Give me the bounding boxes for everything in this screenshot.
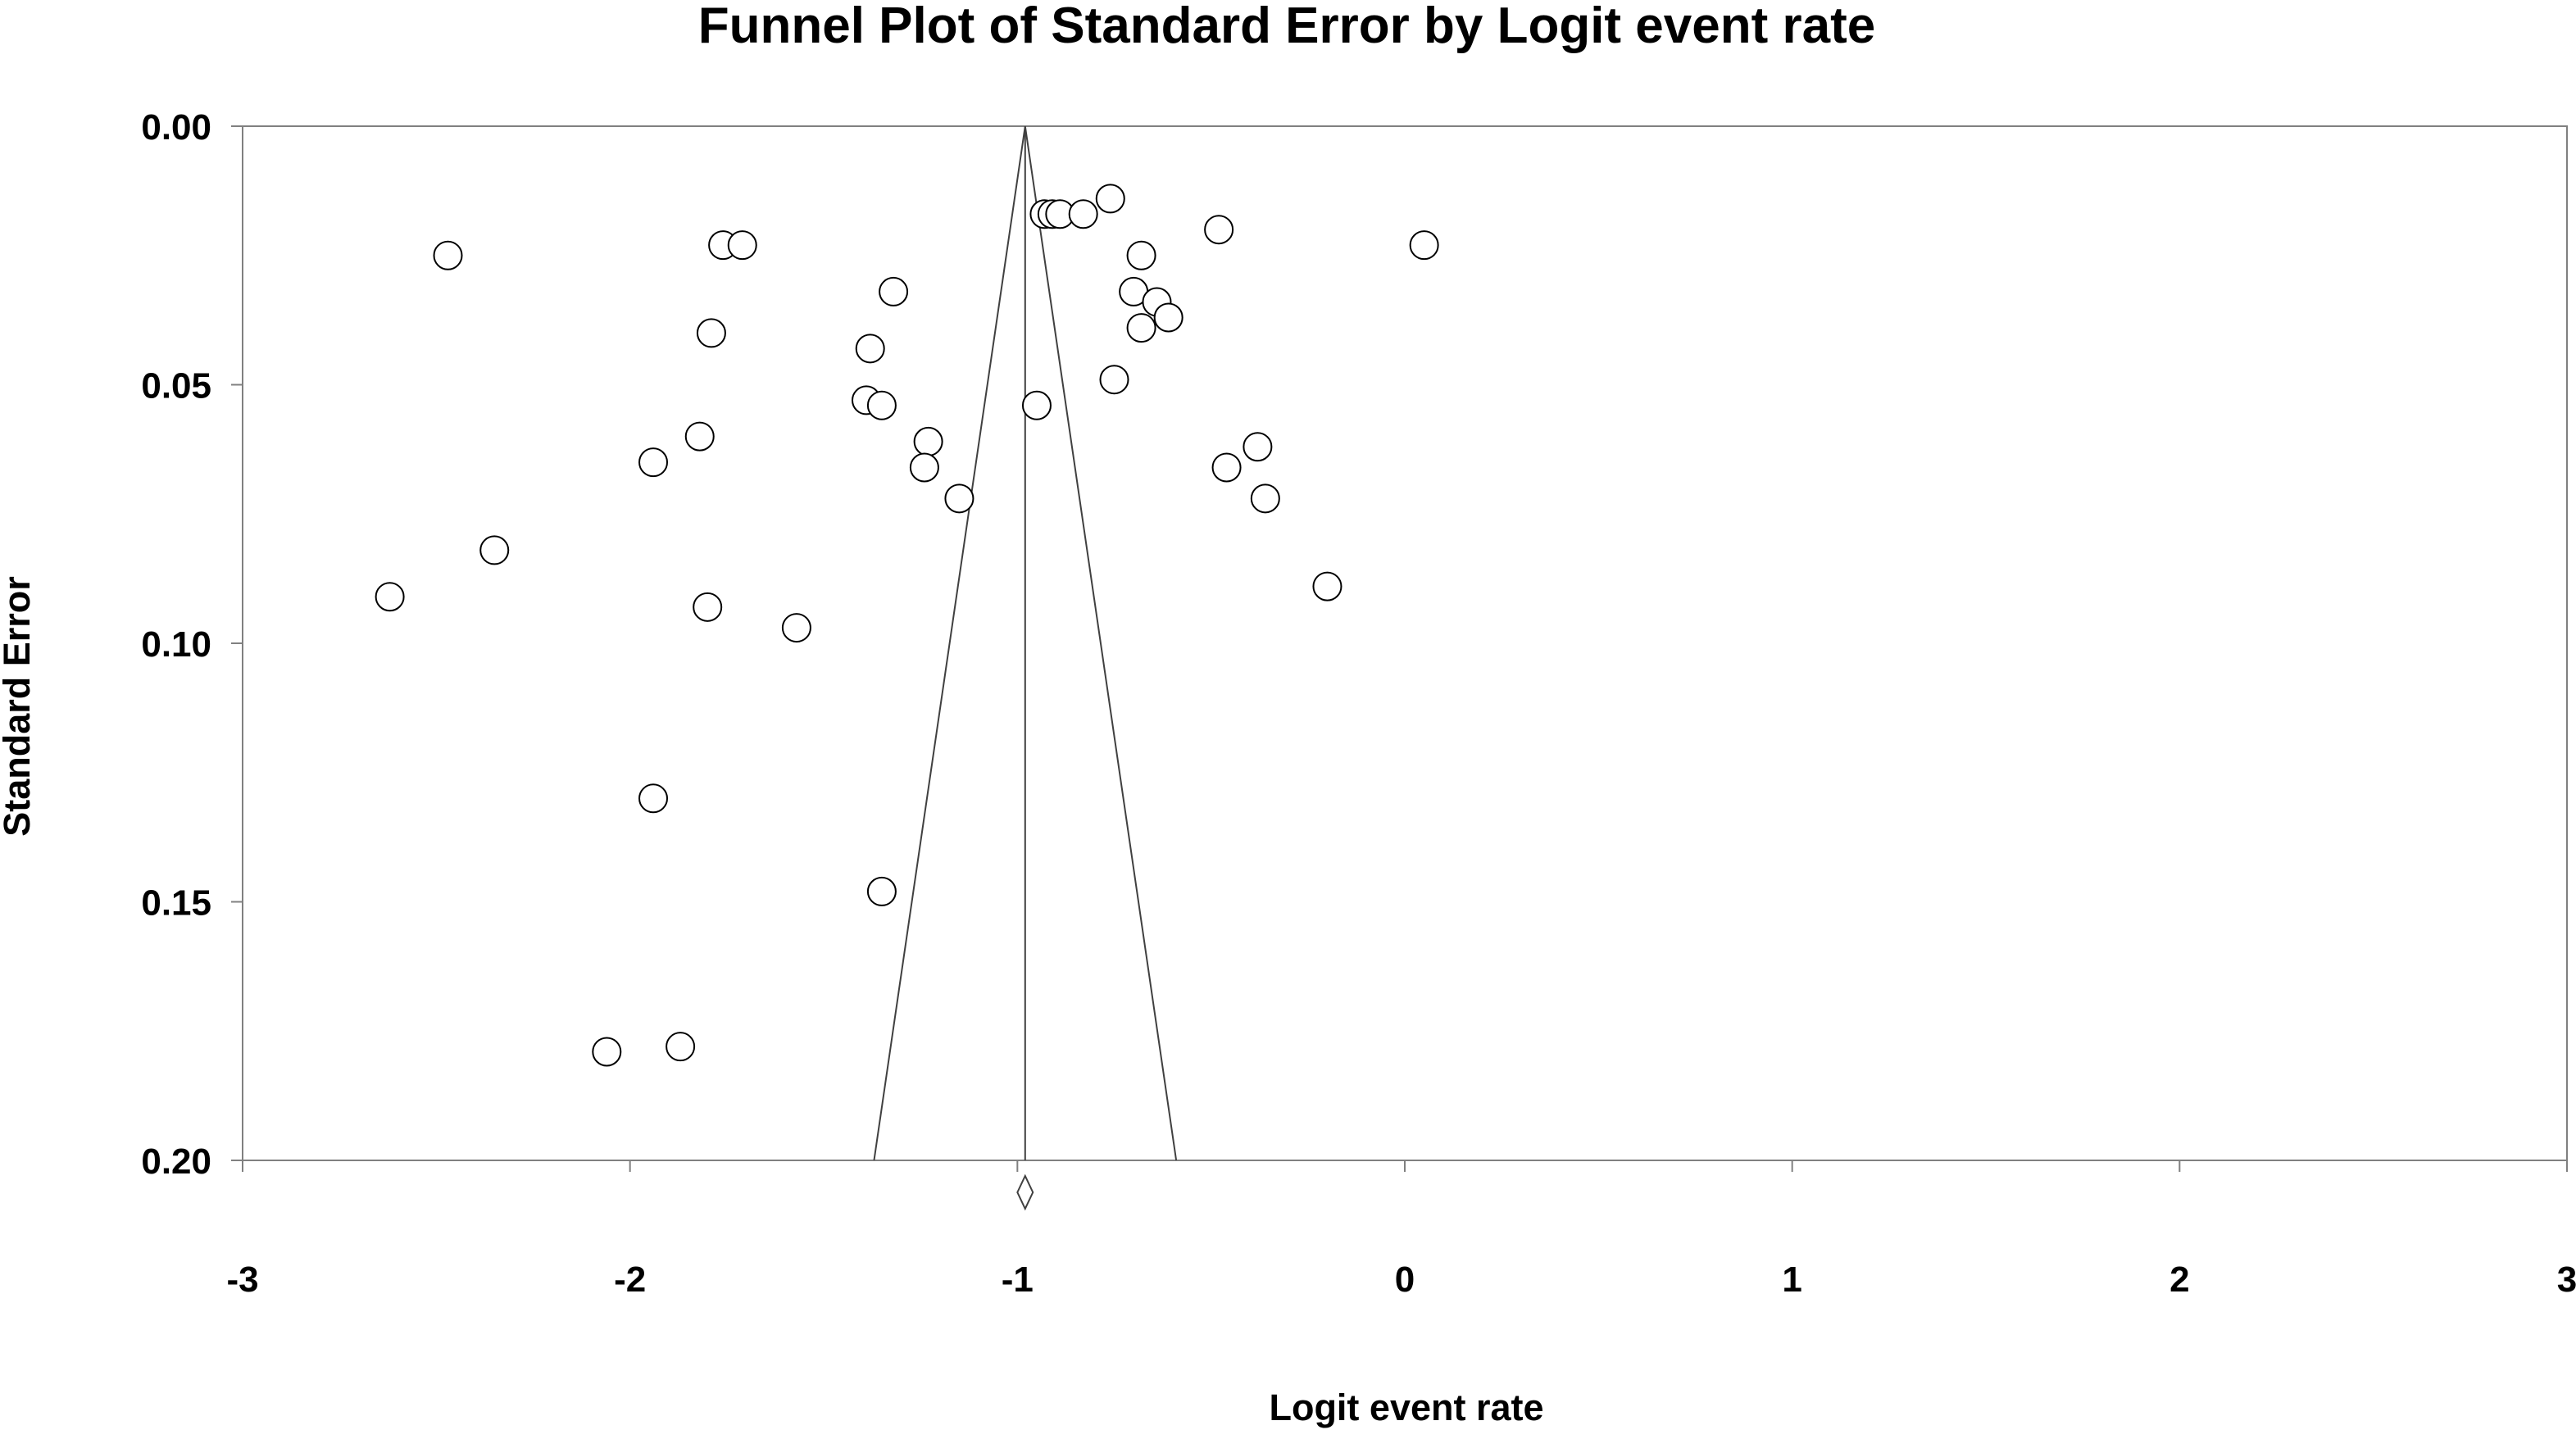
study-point (944, 483, 975, 514)
study-point (909, 452, 939, 483)
study-point (638, 783, 669, 814)
study-point (781, 613, 811, 643)
study-point (638, 447, 669, 478)
y-tick-label: 0.10 (141, 624, 211, 665)
study-point (1312, 571, 1343, 601)
study-point (1250, 483, 1280, 514)
y-tick-label: 0.15 (141, 883, 211, 924)
summary-diamond (1016, 1173, 1034, 1211)
plot-border (242, 125, 2568, 1161)
plot-area (242, 125, 2568, 1161)
x-axis-ticks: -3 -2 -1 0 1 2 3 (226, 1160, 2576, 1300)
y-axis-ticks: 0.00 0.05 0.10 0.15 0.20 (141, 107, 243, 1182)
study-point (1126, 313, 1156, 343)
study-point (866, 390, 897, 420)
study-point (879, 276, 909, 306)
study-point (1099, 365, 1129, 395)
study-point (696, 318, 726, 348)
study-point (666, 1032, 696, 1062)
x-tick-label: -2 (614, 1260, 646, 1300)
study-point (479, 535, 510, 565)
y-axis-label: Standard Error (0, 576, 38, 837)
x-axis-label: Logit event rate (1269, 1387, 1543, 1428)
study-point (375, 582, 405, 612)
study-points (375, 184, 1439, 1067)
chart-title: Funnel Plot of Standard Error by Logit e… (698, 0, 1875, 54)
summary-diamond-group (1016, 1173, 1034, 1211)
x-tick-label: -1 (1002, 1260, 1034, 1300)
study-point (866, 876, 897, 906)
study-point (855, 334, 885, 364)
x-tick-label: 3 (2557, 1260, 2576, 1300)
x-tick-label: 1 (1782, 1260, 1801, 1300)
study-point (1068, 199, 1098, 229)
study-point (913, 426, 943, 456)
funnel-lines (873, 125, 1178, 1161)
x-tick-label: 2 (2169, 1260, 2189, 1300)
study-point (1409, 230, 1439, 261)
study-point (1243, 432, 1273, 462)
funnel-left-line (873, 125, 1026, 1161)
y-tick-label: 0.20 (141, 1142, 211, 1182)
study-point (693, 592, 723, 622)
study-point (592, 1037, 622, 1067)
y-tick-label: 0.05 (141, 366, 211, 406)
study-point (433, 240, 463, 270)
x-tick-label: 0 (1395, 1260, 1415, 1300)
x-tick-label: -3 (226, 1260, 258, 1300)
study-point (684, 421, 715, 452)
study-point (1204, 215, 1234, 245)
study-point (727, 230, 757, 261)
study-point (1126, 240, 1156, 270)
study-point (1021, 390, 1052, 420)
study-point (1153, 302, 1184, 333)
study-point (1211, 452, 1242, 483)
y-tick-label: 0.00 (141, 107, 211, 148)
funnel-right-line (1024, 125, 1178, 1161)
study-point (1095, 184, 1125, 214)
